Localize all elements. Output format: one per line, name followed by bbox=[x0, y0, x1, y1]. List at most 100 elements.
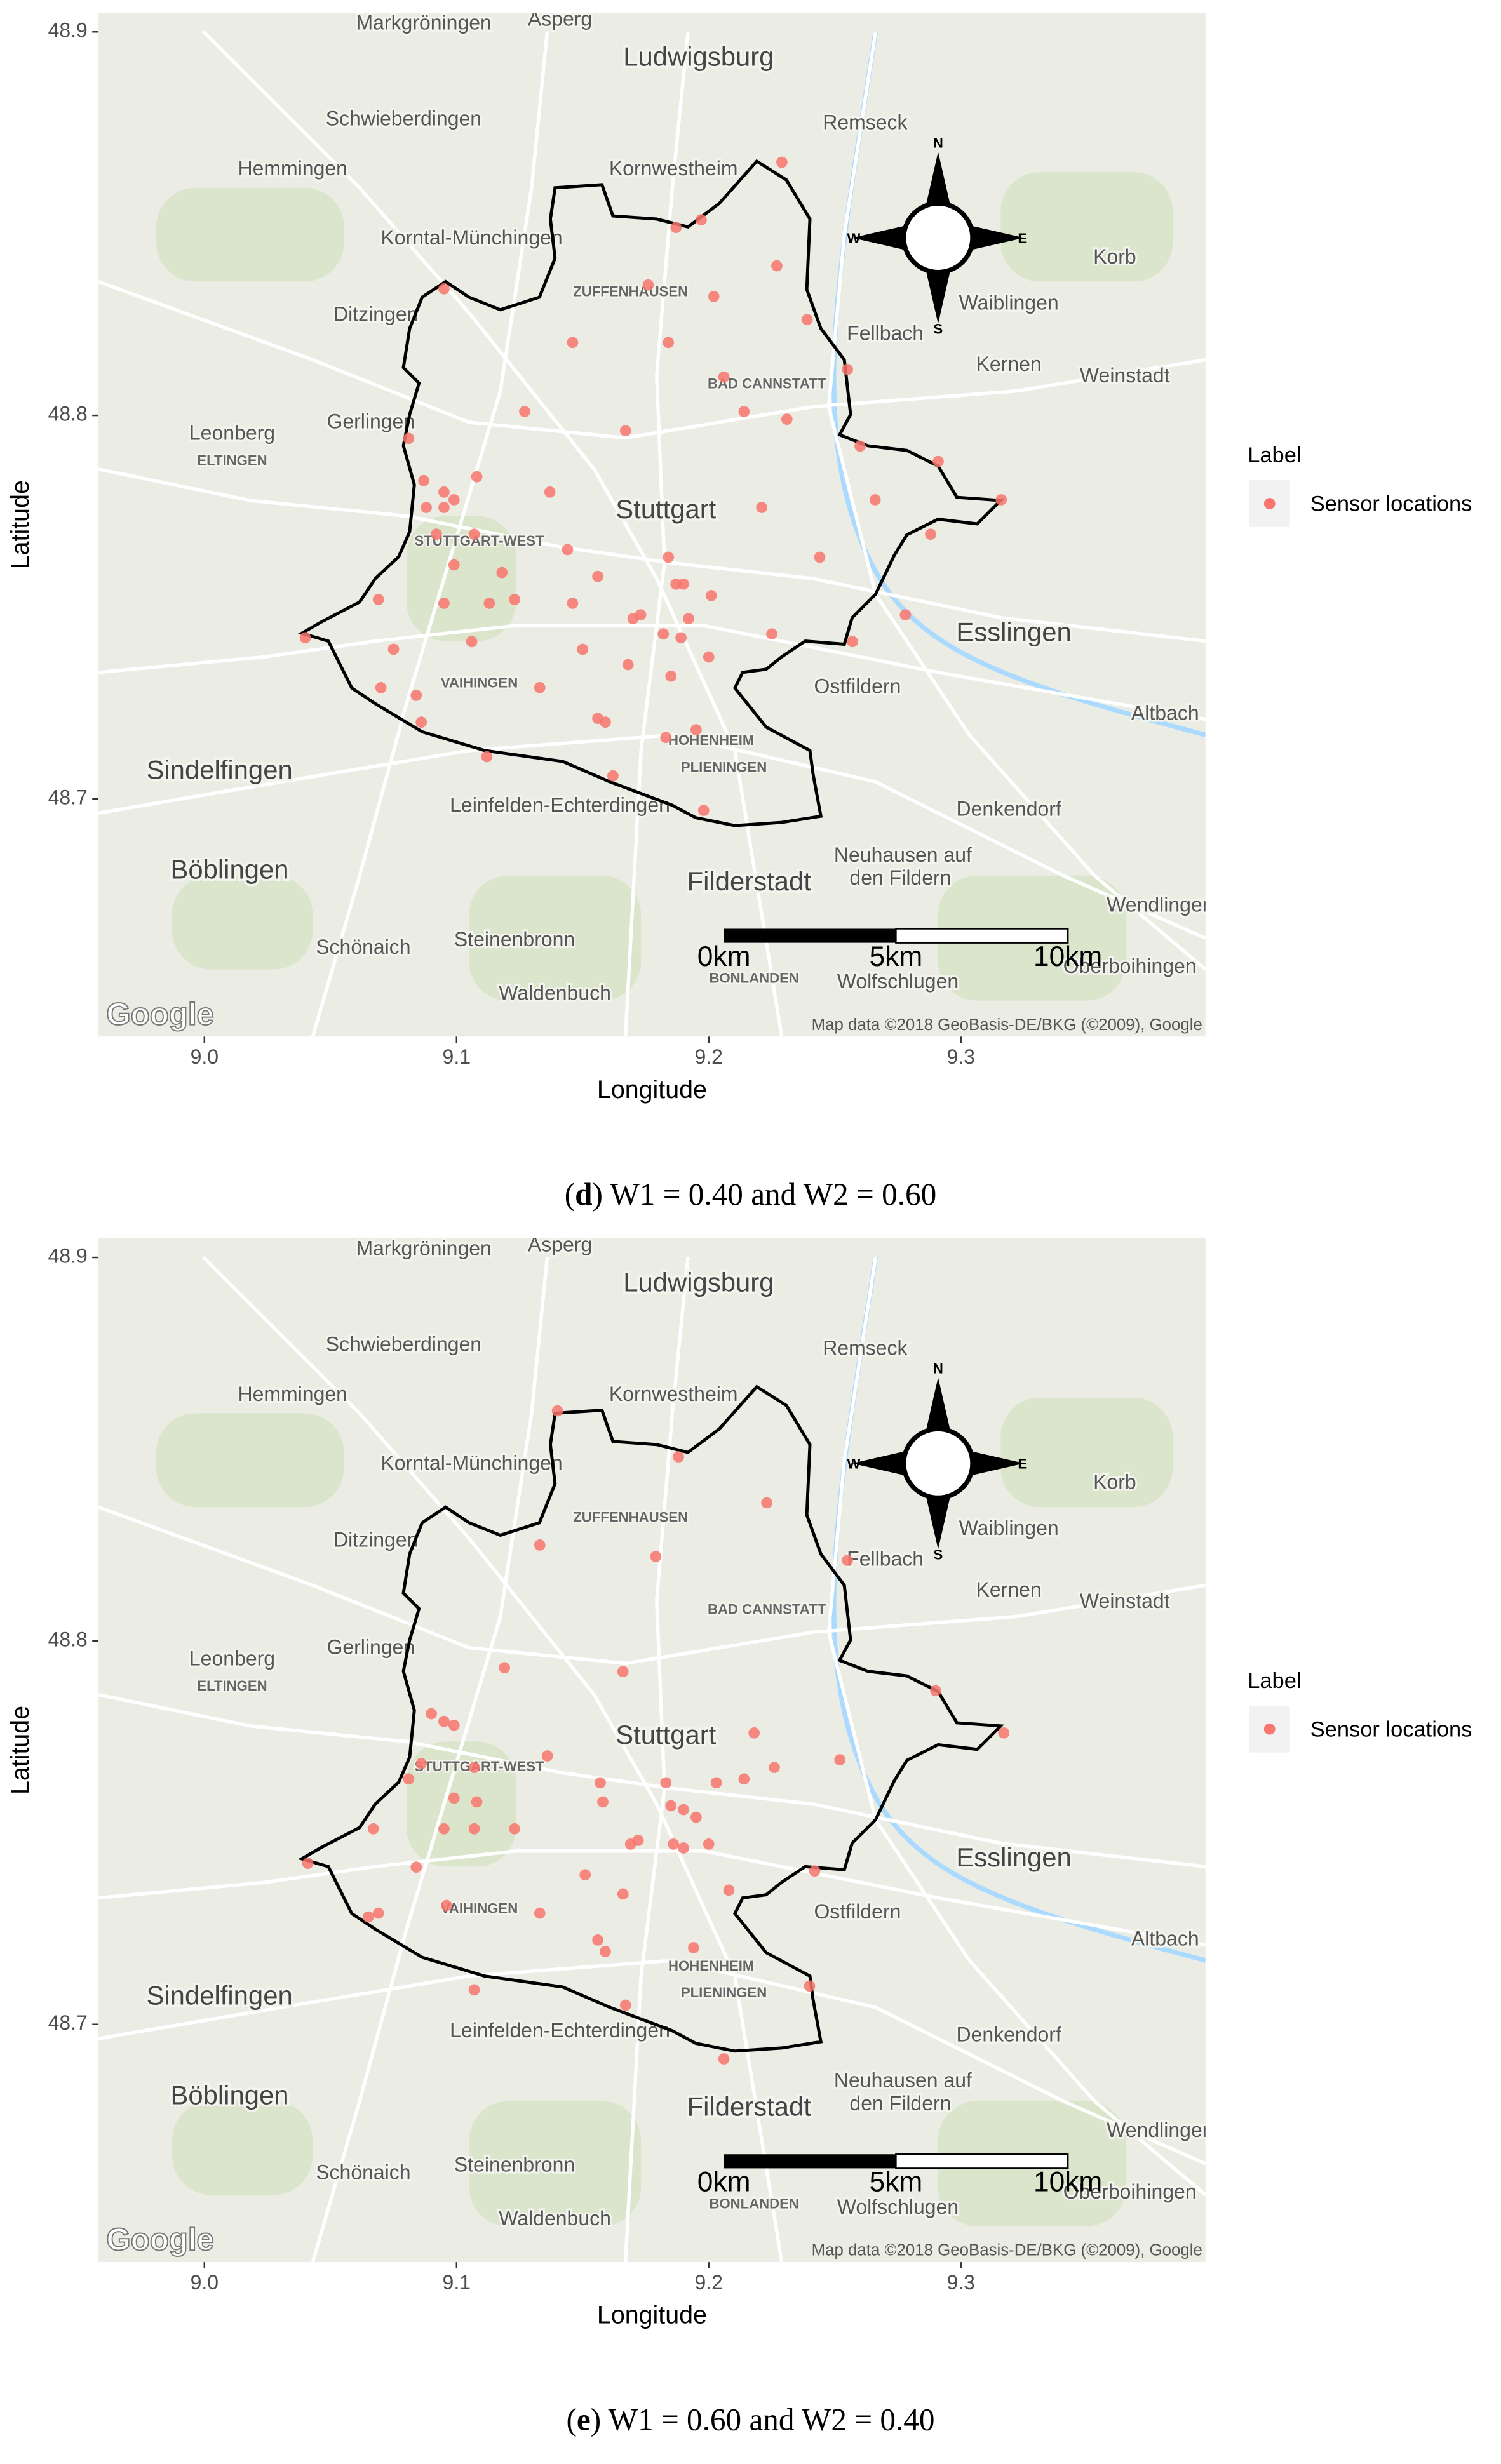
caption-prefix: ( bbox=[567, 2402, 577, 2437]
sensor-point bbox=[761, 1497, 772, 1509]
sensor-point bbox=[842, 1555, 853, 1566]
sensor-point bbox=[415, 716, 427, 728]
sensor-point bbox=[869, 494, 881, 506]
sensor-point bbox=[534, 1539, 546, 1551]
sensor-point bbox=[663, 551, 675, 563]
place-label: den Fildern bbox=[849, 866, 951, 889]
sensor-point bbox=[650, 1551, 662, 1562]
compass-letter: W bbox=[847, 1456, 861, 1472]
sensor-point bbox=[809, 1865, 821, 1877]
road bbox=[311, 31, 549, 1037]
compass-arrows bbox=[852, 152, 1025, 324]
legend-title: Label bbox=[1248, 443, 1301, 467]
scale-bar-label: 0km bbox=[697, 941, 751, 972]
y-tick-label: 48.8 bbox=[48, 403, 88, 425]
sensor-point bbox=[567, 337, 579, 349]
scale-bar-label: 0km bbox=[697, 2167, 751, 2198]
place-label: Markgröningen bbox=[356, 1236, 491, 1259]
green-area bbox=[469, 2101, 642, 2226]
legend-title: Label bbox=[1248, 1669, 1301, 1693]
sensor-point bbox=[703, 1838, 715, 1850]
sensor-point bbox=[995, 494, 1007, 506]
scale-bar-label: 10km bbox=[1033, 941, 1102, 972]
green-area bbox=[1000, 172, 1173, 282]
sensor-point bbox=[930, 1685, 941, 1697]
sensor-point bbox=[673, 1451, 684, 1463]
caption-text: ) W1 = 0.40 and W2 = 0.60 bbox=[593, 1177, 937, 1212]
place-label: Ostfildern bbox=[814, 1900, 901, 1923]
place-label: den Fildern bbox=[849, 2092, 951, 2115]
sensor-point bbox=[705, 590, 717, 601]
sensor-point bbox=[607, 770, 619, 782]
place-label: Neuhausen auf bbox=[834, 2069, 972, 2092]
city-boundary bbox=[297, 159, 1004, 827]
sensor-point bbox=[660, 1777, 672, 1789]
place-label: ELTINGEN bbox=[197, 452, 267, 468]
sensor-point bbox=[804, 1980, 816, 1992]
compass-letter: E bbox=[1018, 1456, 1027, 1472]
place-label: Fellbach bbox=[847, 1548, 924, 1570]
green-area bbox=[172, 875, 313, 970]
caption-text: ) W1 = 0.60 and W2 = 0.40 bbox=[591, 2402, 935, 2437]
sensor-point bbox=[748, 1727, 760, 1739]
sensor-point bbox=[834, 1754, 846, 1765]
sensor-point bbox=[617, 1666, 629, 1678]
sensor-point bbox=[375, 681, 387, 693]
panel: Ludwigsburg Markgröningen Asperg Remseck Sch… bbox=[6, 1236, 1472, 2437]
place-label: Filderstadt bbox=[687, 2092, 812, 2122]
map-attribution: Map data ©2018 GeoBasis-DE/BKG (©2009), … bbox=[812, 1016, 1202, 1034]
sensor-point bbox=[642, 279, 654, 291]
road bbox=[98, 1849, 1206, 1947]
sensor-point bbox=[577, 643, 589, 655]
sensor-point bbox=[448, 494, 460, 506]
sensor-point bbox=[466, 636, 478, 648]
sensor-point bbox=[703, 651, 715, 663]
sensor-point bbox=[738, 406, 750, 417]
sensor-point bbox=[600, 1946, 611, 1957]
sensor-point bbox=[387, 643, 400, 655]
place-label: ZUFFENHAUSEN bbox=[573, 284, 688, 300]
x-axis-title: Longitude bbox=[597, 1076, 707, 1104]
sensor-point bbox=[302, 1858, 314, 1869]
sensor-point bbox=[597, 1796, 609, 1808]
road bbox=[98, 1692, 1206, 1869]
place-label: Markgröningen bbox=[356, 11, 491, 34]
legend-key bbox=[1263, 498, 1276, 509]
y-tick-label: 48.8 bbox=[48, 1628, 88, 1650]
x-axis-title: Longitude bbox=[597, 2301, 707, 2329]
green-area bbox=[469, 875, 642, 1001]
place-label: Steinenbronn bbox=[454, 928, 575, 951]
sensor-point bbox=[468, 1984, 480, 1996]
points bbox=[302, 1405, 1010, 2065]
sensor-point bbox=[441, 1899, 452, 1912]
sensor-point bbox=[690, 724, 702, 736]
place-label: Denkendorf bbox=[956, 798, 1061, 820]
sensor-point bbox=[814, 551, 826, 563]
sensor-point bbox=[718, 2053, 730, 2065]
points bbox=[299, 156, 1007, 816]
place-label: Böblingen bbox=[170, 855, 288, 885]
sensor-point bbox=[367, 1823, 379, 1835]
sensor-point bbox=[657, 628, 670, 640]
place-label: VAIHINGEN bbox=[441, 1900, 518, 1916]
sensor-point bbox=[438, 1823, 450, 1835]
sensor-point bbox=[998, 1727, 1010, 1739]
place-label: Altbach bbox=[1131, 1927, 1199, 1950]
sensor-point bbox=[600, 716, 611, 728]
sensor-point bbox=[678, 1842, 689, 1854]
sensor-point bbox=[695, 214, 707, 225]
sensor-point bbox=[925, 528, 936, 540]
sensor-point bbox=[418, 474, 430, 486]
sensor-point bbox=[665, 670, 677, 682]
place-label: Ditzingen bbox=[333, 1528, 418, 1551]
sensor-point bbox=[483, 598, 495, 609]
place-label: Schönaich bbox=[316, 2161, 410, 2184]
sensor-point bbox=[438, 486, 450, 498]
sensor-point bbox=[534, 1907, 546, 1919]
y-axis-title: Latitude bbox=[6, 1706, 34, 1795]
place-label: Gerlingen bbox=[326, 410, 415, 433]
place-label: Hemmingen bbox=[238, 1383, 347, 1405]
sensor-point bbox=[756, 502, 767, 513]
green-area bbox=[1000, 1397, 1173, 1508]
